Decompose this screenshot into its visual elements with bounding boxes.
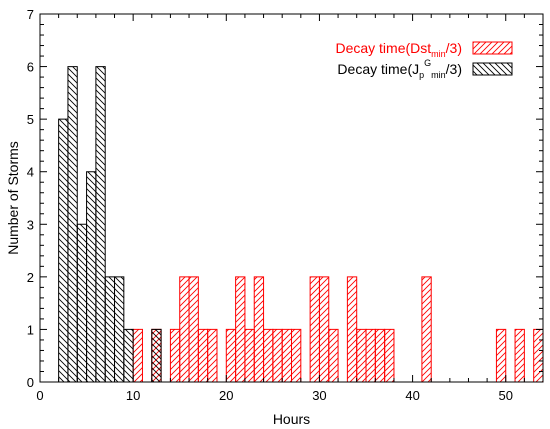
histogram-bar-fill-s0 (356, 329, 367, 382)
x-tick-label: 10 (126, 388, 140, 403)
histogram-bar-outline-s1 (123, 328, 134, 382)
histogram-bar-fill-s0 (384, 329, 394, 382)
x-tick-label: 0 (36, 388, 43, 403)
histogram-bar-outline-s0 (495, 328, 507, 382)
histogram-bar-fill-s0 (515, 329, 525, 382)
legend-superscript: G (424, 58, 431, 68)
histogram-bar-fill-s0 (421, 276, 432, 382)
histogram-bar-fill-s0 (310, 276, 320, 382)
histogram-bar-fill-s0 (244, 329, 255, 382)
histogram-bar-outline-s0 (328, 328, 339, 382)
legend-text: Decay time(J (337, 61, 419, 77)
histogram-bar-fill-s0 (235, 276, 245, 382)
histogram-bar-fill-s0 (198, 329, 208, 382)
y-tick-label: 5 (27, 112, 34, 127)
histogram-bar-fill-s1 (95, 66, 106, 383)
histogram-bar-fill-s0 (207, 329, 217, 382)
histogram-bar-fill-s0 (133, 329, 143, 382)
legend-label-s0: Decay time(Dstmin/3) (335, 40, 462, 59)
legend-subscript: p (419, 70, 424, 80)
y-tick-label: 6 (27, 60, 34, 75)
histogram-bar-fill-s0 (272, 329, 283, 382)
histogram-bar-outline-s0 (291, 328, 302, 382)
legend-text: Decay time(Dst (335, 40, 431, 56)
legend-text: /3) (446, 61, 462, 77)
x-tick-label: 40 (405, 388, 419, 403)
histogram-bar-fill-s1 (67, 66, 78, 383)
histogram-bar-fill-s1 (58, 119, 68, 383)
histogram-bar-fill-s1 (123, 329, 134, 382)
legend-text: /3) (446, 40, 462, 56)
histogram-bar-outline-s0 (384, 328, 395, 382)
axes-layer: 0 10 20 30 40 50 0 1 2 3 4 5 6 7 Hours Number of Storms (5, 7, 544, 427)
histogram-bar-fill-s0 (347, 276, 357, 382)
x-tick-label: 20 (219, 388, 233, 403)
y-tick-label: 2 (27, 270, 34, 285)
histogram-bar-outline-s1 (95, 66, 106, 382)
histogram-bar-fill-s0 (328, 329, 339, 382)
legend: Decay time(Dstmin/3)Decay time(JpGmin/3) (335, 40, 513, 80)
histogram-bar-outline-s0 (207, 328, 218, 382)
histogram-bar-outline-s0 (514, 328, 525, 382)
legend-subscript: min (431, 49, 446, 59)
histogram-bar-fill-s0 (263, 329, 273, 382)
x-tick-label: 30 (312, 388, 326, 403)
legend-subscript: min (431, 70, 446, 80)
histogram-bar-fill-s1 (105, 276, 115, 382)
y-axis-label: Number of Storms (5, 141, 21, 255)
y-tick-label: 0 (27, 375, 34, 390)
histogram-bar-fill-s0 (291, 329, 301, 382)
histogram-bar-fill-s1 (77, 224, 87, 382)
legend-swatch-s1 (472, 62, 513, 76)
histogram-bar-outline-s1 (151, 328, 162, 382)
histogram-bar-fill-s0 (496, 329, 506, 382)
legend-swatch-s0 (472, 41, 513, 55)
bars-layer (58, 66, 544, 383)
histogram-bar-fill-s0 (179, 276, 190, 382)
y-tick-label: 4 (27, 165, 34, 180)
x-tick-label: 50 (499, 388, 513, 403)
y-tick-label: 7 (27, 7, 34, 22)
histogram-bar-fill-s1 (151, 329, 162, 382)
histogram-bar-fill-s1 (86, 171, 96, 382)
histogram-bar-fill-s0 (319, 276, 329, 382)
histogram-bar-fill-s0 (366, 329, 376, 382)
y-tick-label: 3 (27, 217, 34, 232)
histogram-bar-fill-s0 (189, 276, 199, 382)
y-tick-label: 1 (27, 322, 34, 337)
histogram-bar-fill-s0 (170, 329, 180, 382)
histogram-bar-fill-s0 (375, 329, 385, 382)
histogram-bar-fill-s0 (533, 329, 543, 382)
plot-frame (39, 13, 544, 383)
histogram-bar-fill-s0 (254, 276, 264, 382)
legend-label-s1: Decay time(JpGmin/3) (337, 58, 462, 80)
x-axis-label: Hours (273, 411, 310, 427)
histogram-bar-outline-s0 (421, 276, 432, 382)
histogram-bar-fill-s1 (114, 276, 124, 382)
histogram-bar-fill-s0 (282, 329, 292, 382)
histogram-bar-fill-s0 (226, 329, 236, 382)
